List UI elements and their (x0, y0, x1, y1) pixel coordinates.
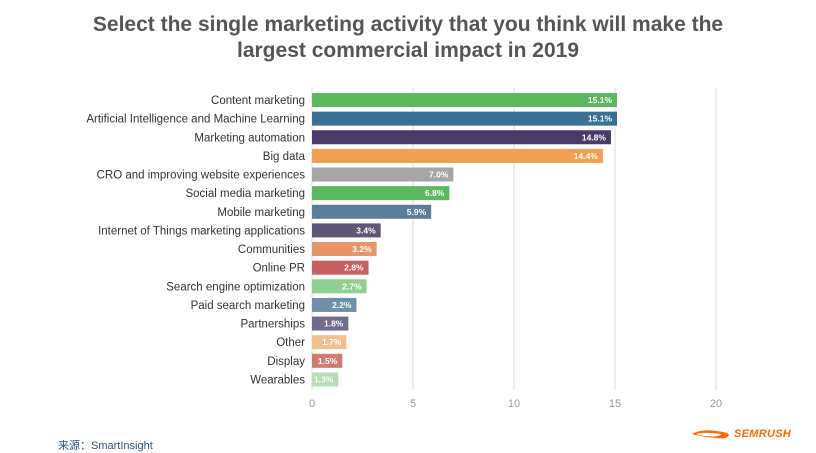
data-label: 15.1% (588, 114, 613, 124)
category-label: Internet of Things marketing application… (98, 225, 305, 237)
data-label: 3.2% (352, 244, 372, 254)
bar (312, 130, 611, 145)
category-label: Content marketing (211, 95, 305, 107)
bar (312, 148, 603, 163)
data-label: 3.4% (356, 225, 376, 235)
data-label: 1.3% (314, 374, 334, 384)
data-label: 1.7% (322, 337, 342, 347)
category-label: Communities (238, 244, 305, 256)
bar (312, 260, 369, 275)
category-label: CRO and improving website experiences (97, 170, 306, 182)
data-label: 5.9% (407, 207, 427, 217)
bar (312, 186, 450, 201)
bar (312, 204, 432, 219)
data-label: 6.8% (425, 188, 445, 198)
x-tick-label: 0 (309, 398, 315, 410)
data-label: 15.1% (588, 95, 613, 105)
bar (312, 353, 343, 368)
x-tick-label: 15 (609, 398, 621, 410)
data-label: 7.0% (429, 170, 449, 180)
category-label: Partnerships (240, 319, 305, 331)
category-label: Search engine optimization (166, 281, 305, 293)
x-tick-label: 5 (410, 398, 416, 410)
category-label: Artificial Intelligence and Machine Lear… (86, 114, 305, 126)
category-label: Wearables (250, 374, 305, 386)
bar (312, 167, 454, 182)
category-label: Big data (263, 151, 306, 163)
category-label: Display (267, 356, 305, 368)
bar (312, 297, 357, 312)
bar (312, 93, 618, 107)
chart-title-line-2: largest commercial impact in 2019 (237, 39, 579, 62)
category-label: Online PR (253, 263, 305, 275)
data-label: 2.8% (344, 263, 364, 273)
fire-icon (692, 430, 729, 439)
category-label: Paid search marketing (191, 300, 305, 312)
category-label: Social media marketing (185, 188, 305, 200)
logo-text: SEMRUSH (734, 428, 792, 440)
bar (312, 223, 381, 238)
x-tick-label: 10 (508, 398, 520, 410)
category-label: Other (276, 337, 305, 349)
data-label: 1.5% (318, 356, 338, 366)
chart-title: Select the single marketing activity tha… (0, 12, 816, 64)
bar (312, 316, 349, 331)
semrush-logo: SEMRUSH (690, 428, 791, 440)
x-tick-label: 20 (710, 398, 722, 410)
category-label: Marketing automation (194, 132, 305, 144)
data-label: 1.8% (324, 319, 344, 329)
bar (312, 111, 618, 126)
bar (312, 279, 367, 294)
chart-title-line-1: Select the single marketing activity tha… (92, 13, 724, 36)
bar (312, 372, 339, 387)
category-label: Mobile marketing (217, 207, 305, 219)
bar (312, 242, 377, 257)
data-label: 14.8% (582, 132, 607, 142)
data-label: 2.2% (332, 300, 352, 310)
data-label: 14.4% (574, 151, 599, 161)
bar (312, 335, 347, 350)
source-note: 来源：SmartInsight (58, 440, 153, 452)
data-label: 2.7% (342, 281, 362, 291)
